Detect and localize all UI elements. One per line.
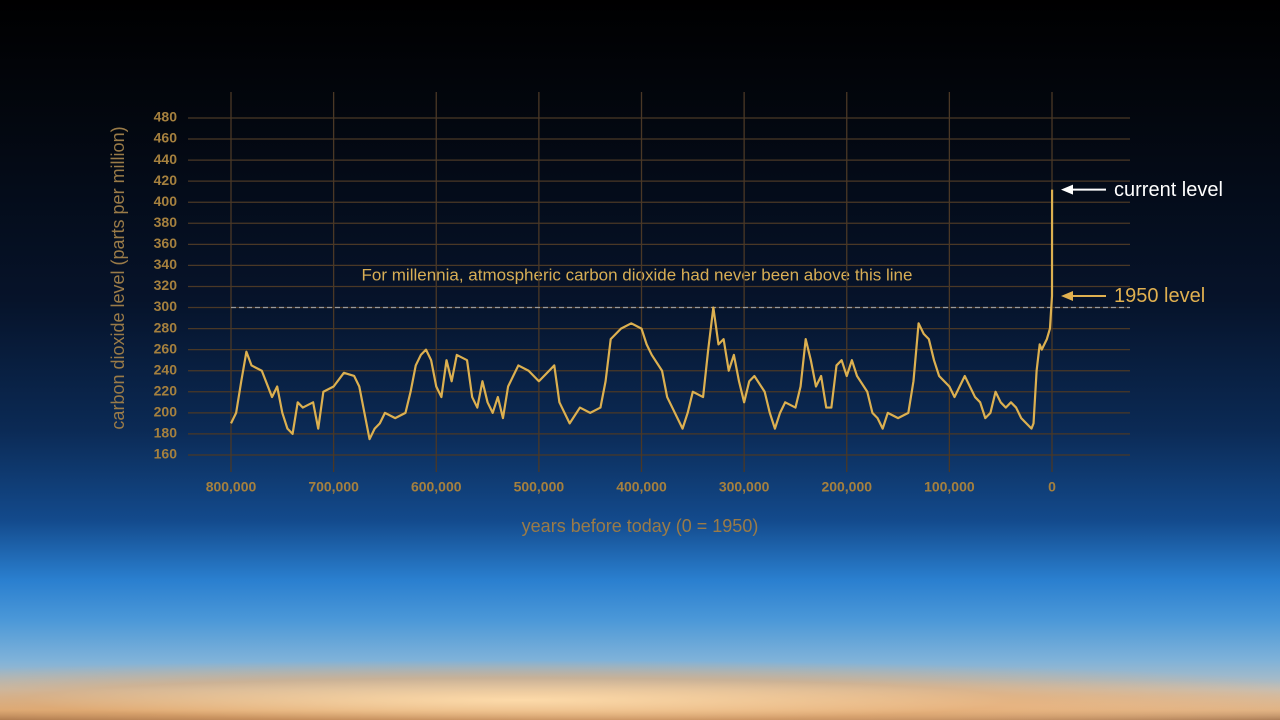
data-line (230, 189, 1054, 441)
y-tick-label: 280 (154, 319, 178, 335)
callout-arrowhead (1061, 184, 1073, 195)
y-axis-label: carbon dioxide level (parts per million) (108, 126, 128, 429)
y-tick-label: 300 (154, 298, 178, 314)
y-tick-label: 380 (154, 214, 178, 230)
y-tick-label: 420 (154, 172, 178, 188)
y-tick-label: 480 (154, 109, 178, 125)
y-tick-label: 400 (154, 193, 178, 209)
callout-label: 1950 level (1114, 285, 1205, 307)
y-tick-label: 460 (154, 130, 178, 146)
x-tick-label: 200,000 (821, 479, 872, 495)
y-tick-label: 160 (154, 446, 178, 462)
y-tick-label: 220 (154, 382, 178, 398)
x-tick-label: 700,000 (308, 479, 359, 495)
x-tick-label: 500,000 (514, 479, 565, 495)
y-tick-label: 320 (154, 277, 178, 293)
threshold-annotation: For millennia, atmospheric carbon dioxid… (362, 265, 913, 284)
y-tick-label: 440 (154, 151, 178, 167)
y-tick-label: 260 (154, 340, 178, 356)
y-tick-label: 200 (154, 404, 178, 420)
x-tick-label: 600,000 (411, 479, 462, 495)
y-tick-label: 180 (154, 425, 178, 441)
callout-label: current level (1114, 179, 1223, 201)
y-tick-label: 240 (154, 361, 178, 377)
x-tick-label: 300,000 (719, 479, 770, 495)
x-tick-label: 400,000 (616, 479, 667, 495)
callout-arrowhead (1061, 290, 1073, 301)
y-tick-label: 340 (154, 256, 178, 272)
x-tick-label: 100,000 (924, 479, 975, 495)
y-tick-label: 360 (154, 235, 178, 251)
x-tick-label: 0 (1048, 479, 1056, 495)
x-tick-label: 800,000 (206, 479, 257, 495)
x-axis-label: years before today (0 = 1950) (522, 516, 759, 536)
